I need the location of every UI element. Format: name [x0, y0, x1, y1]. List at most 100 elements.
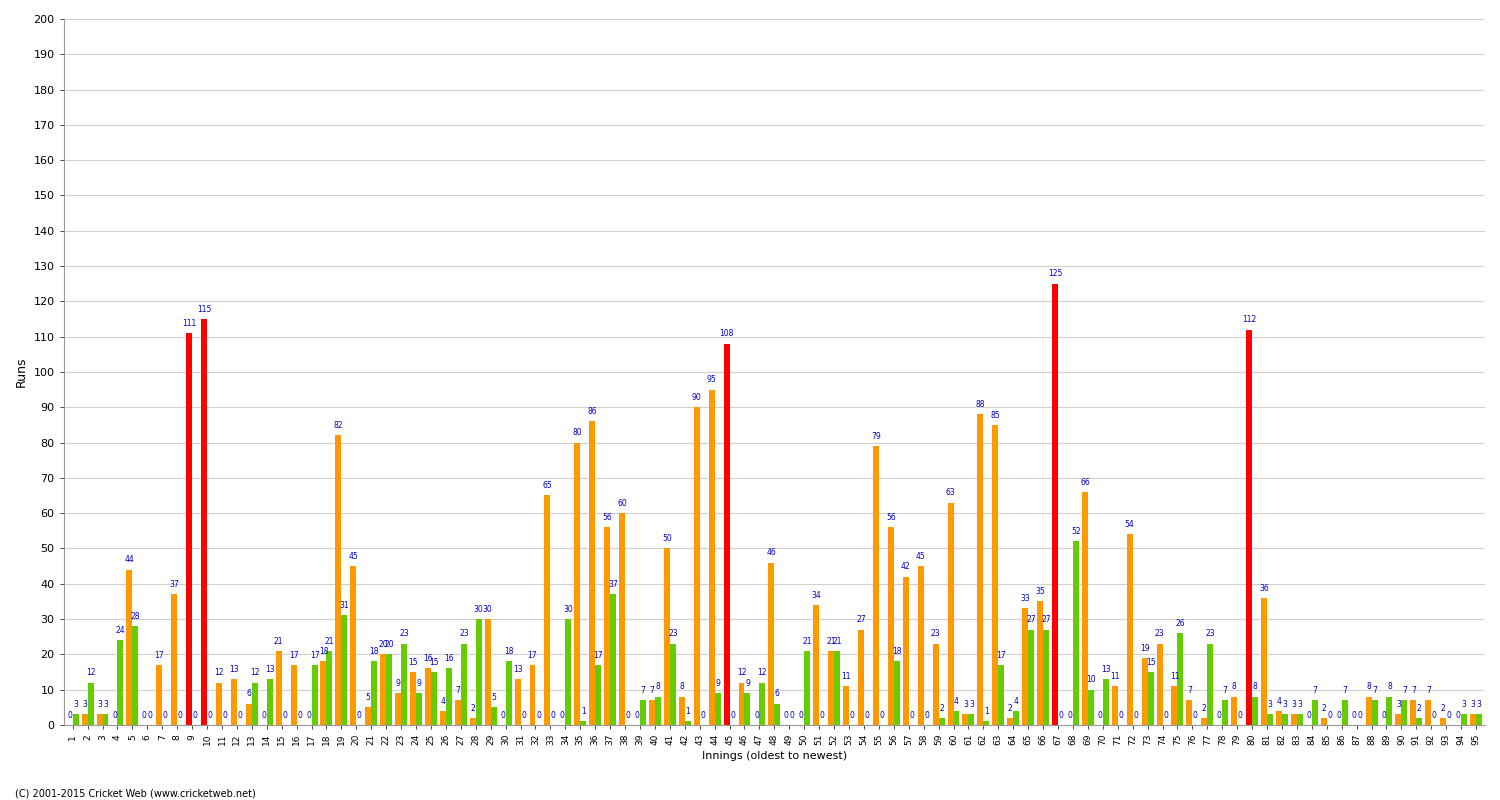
- Text: 12: 12: [251, 668, 260, 678]
- Text: 17: 17: [154, 650, 164, 660]
- Bar: [336, 435, 342, 725]
- Bar: [1013, 710, 1019, 725]
- Bar: [574, 442, 580, 725]
- Text: 0: 0: [626, 710, 630, 720]
- Text: 18: 18: [369, 647, 380, 656]
- Text: 88: 88: [975, 400, 986, 409]
- Bar: [670, 644, 676, 725]
- Bar: [476, 619, 482, 725]
- Text: 0: 0: [1455, 710, 1461, 720]
- Text: 0: 0: [112, 710, 117, 720]
- Bar: [1156, 644, 1162, 725]
- Bar: [312, 665, 318, 725]
- Text: 9: 9: [396, 679, 400, 688]
- Text: 13: 13: [513, 665, 522, 674]
- Text: 63: 63: [945, 488, 956, 498]
- Bar: [590, 422, 596, 725]
- Text: 4: 4: [1276, 697, 1281, 706]
- Bar: [490, 707, 496, 725]
- Text: 3: 3: [1461, 700, 1467, 709]
- Bar: [693, 407, 699, 725]
- Text: 4: 4: [1014, 697, 1019, 706]
- Text: 0: 0: [1306, 710, 1311, 720]
- Text: 11: 11: [1110, 672, 1119, 681]
- Bar: [386, 654, 392, 725]
- Text: 23: 23: [668, 630, 678, 638]
- Text: 11: 11: [1170, 672, 1179, 681]
- Bar: [768, 562, 774, 725]
- Text: 0: 0: [550, 710, 556, 720]
- Text: 20: 20: [378, 640, 388, 649]
- Bar: [87, 682, 93, 725]
- Text: 44: 44: [124, 555, 135, 564]
- Bar: [1410, 700, 1416, 725]
- Bar: [1052, 284, 1058, 725]
- Bar: [267, 679, 273, 725]
- Text: 23: 23: [932, 630, 940, 638]
- Text: 0: 0: [879, 710, 885, 720]
- Text: 3: 3: [1470, 700, 1476, 709]
- Bar: [246, 704, 252, 725]
- Text: 3: 3: [1292, 700, 1296, 709]
- Text: 46: 46: [766, 548, 776, 558]
- Text: 2: 2: [1202, 703, 1206, 713]
- Text: 6: 6: [776, 690, 780, 698]
- Text: 30: 30: [564, 605, 573, 614]
- Text: 8: 8: [680, 682, 684, 691]
- Bar: [327, 650, 333, 725]
- Bar: [1461, 714, 1467, 725]
- Bar: [1148, 672, 1154, 725]
- Text: 18: 18: [504, 647, 513, 656]
- Bar: [1172, 686, 1178, 725]
- Text: 3: 3: [82, 700, 87, 709]
- Text: 8: 8: [1252, 682, 1257, 691]
- Text: 60: 60: [616, 499, 627, 508]
- Text: 8: 8: [656, 682, 660, 691]
- Text: 0: 0: [1059, 710, 1064, 720]
- Bar: [470, 718, 476, 725]
- Text: 42: 42: [902, 562, 910, 571]
- Text: 16: 16: [423, 654, 433, 663]
- Text: 0: 0: [207, 710, 213, 720]
- Bar: [1232, 697, 1238, 725]
- Bar: [1088, 690, 1094, 725]
- Text: 24: 24: [116, 626, 126, 635]
- Text: 28: 28: [130, 612, 140, 621]
- Bar: [948, 502, 954, 725]
- Bar: [993, 425, 999, 725]
- Text: 52: 52: [1071, 527, 1080, 536]
- Bar: [1036, 602, 1042, 725]
- Text: 0: 0: [819, 710, 825, 720]
- Text: 0: 0: [1216, 710, 1221, 720]
- Text: 35: 35: [1035, 587, 1046, 596]
- Bar: [918, 566, 924, 725]
- Bar: [1312, 700, 1318, 725]
- Bar: [969, 714, 975, 725]
- Bar: [484, 619, 490, 725]
- Bar: [321, 662, 327, 725]
- Bar: [999, 665, 1005, 725]
- Text: 13: 13: [1101, 665, 1110, 674]
- Text: 95: 95: [706, 375, 717, 384]
- Text: 7: 7: [650, 686, 654, 695]
- Bar: [1395, 714, 1401, 725]
- Text: 8: 8: [1388, 682, 1392, 691]
- Text: 0: 0: [784, 710, 789, 720]
- Text: 0: 0: [864, 710, 870, 720]
- Text: 0: 0: [177, 710, 183, 720]
- Text: 125: 125: [1048, 270, 1062, 278]
- Bar: [72, 714, 78, 725]
- Text: 3: 3: [969, 700, 974, 709]
- Bar: [714, 693, 720, 725]
- Bar: [400, 644, 406, 725]
- Bar: [828, 650, 834, 725]
- Bar: [291, 665, 297, 725]
- Bar: [858, 630, 864, 725]
- Bar: [126, 570, 132, 725]
- Text: 17: 17: [594, 650, 603, 660]
- Text: 17: 17: [528, 650, 537, 660]
- Bar: [530, 665, 536, 725]
- Bar: [446, 669, 452, 725]
- Text: 3: 3: [1476, 700, 1482, 709]
- Text: 31: 31: [339, 602, 350, 610]
